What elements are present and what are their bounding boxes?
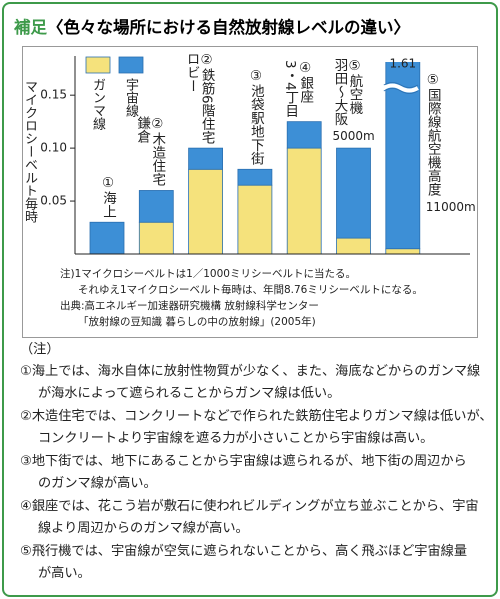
legend-swatch [118, 56, 144, 74]
footnote: それゆえ1マイクロシーベルト毎時は、年間8.76ミリシーベルトになる。 [78, 284, 423, 296]
bar-segment [138, 190, 174, 223]
chart-box [22, 46, 478, 338]
category-label: ①海上 [100, 175, 116, 219]
legend-label: ガンマ線 [90, 78, 105, 130]
bar-segment [385, 248, 421, 255]
value-label: 1.61 [389, 57, 416, 71]
note-line: ①海上では、海水自体に放射性物質が少なく、また、海底などからのガンマ線 [20, 364, 481, 379]
bar-segment [385, 62, 421, 250]
axis-break [382, 83, 419, 93]
category-sublabel: 11000m [425, 200, 476, 214]
bar-segment [336, 237, 371, 255]
note-line: ⑤飛行機では、宇宙線が空気に遮られないことから、高く飛ぶほど宇宙線量 [20, 544, 468, 559]
bar-segment [188, 147, 224, 170]
bar-segment [286, 121, 322, 149]
note-line: ②木造住宅では、コンクリートなどで作られた鉄筋住宅よりガンマ線は低いが、 [20, 409, 493, 424]
category-label: ②木造住宅 鎌倉 [134, 116, 166, 187]
bar-segment [336, 147, 371, 239]
footnote: 出典:高エネルギー加速器研究機構 放射線科学センター [60, 300, 319, 312]
note-line: のガンマ線が高い。 [38, 476, 157, 491]
bar-segment [237, 184, 273, 255]
y-tick-label: 0.10 [40, 141, 67, 155]
bar-segment [237, 168, 273, 186]
note-line: コンクリートより宇宙線を遮る力が小さいことから宇宙線は高い。 [38, 431, 434, 446]
plot [89, 62, 421, 255]
note-line: ③地下街では、地下にあることから宇宙線は遮られるが、地下街の周辺から [20, 454, 467, 469]
title-text: 〈色々な場所における自然放射線レベルの違い〉 [47, 18, 410, 37]
note-line: が高い。 [38, 566, 91, 581]
bar-segment [138, 221, 174, 255]
y-tick-label: 0.05 [40, 194, 67, 208]
category-label: ⑤国際線航空機高度 [424, 72, 441, 196]
category-label: ②鉄筋6階住宅 ロビー [183, 52, 215, 145]
category-label: ⑤航空機 羽田～大阪 [331, 58, 363, 126]
footnote: 注)1マイクロシーベルトは1／1000ミリシーベルトに当たる。 [60, 268, 356, 280]
note-line: が海水によって遮られることからガンマ線は低い。 [38, 386, 341, 401]
notes-heading: （注） [20, 342, 60, 357]
note-line: ④銀座では、花こう岩が敷石に使われビルディングが立ち並ぶことから、宇宙 [20, 499, 479, 514]
axis-break [383, 88, 419, 94]
bar-segment [188, 168, 224, 255]
title-tag: 補足 [14, 18, 47, 37]
axis-break [383, 82, 419, 88]
footnote: 「放射線の豆知識 暮らしの中の放射線」(2005年) [78, 316, 316, 328]
category-label: ③池袋駅地下街 [247, 68, 264, 166]
bar-segment [286, 147, 322, 255]
category-label: ④銀座 3・4丁目 [282, 59, 314, 118]
legend-swatch [85, 56, 111, 74]
title: 補足〈色々な場所における自然放射線レベルの違い〉 [14, 14, 410, 38]
bar-segment [89, 221, 125, 255]
legend-label: 宇宙線 [123, 78, 138, 117]
category-sublabel: 5000m [332, 129, 375, 144]
note-line: 線より周辺からのガンマ線が高い。 [38, 521, 249, 536]
y-tick-label: 0.15 [40, 88, 67, 102]
y-axis-label: マイクロシーベルト毎時 [22, 80, 37, 223]
